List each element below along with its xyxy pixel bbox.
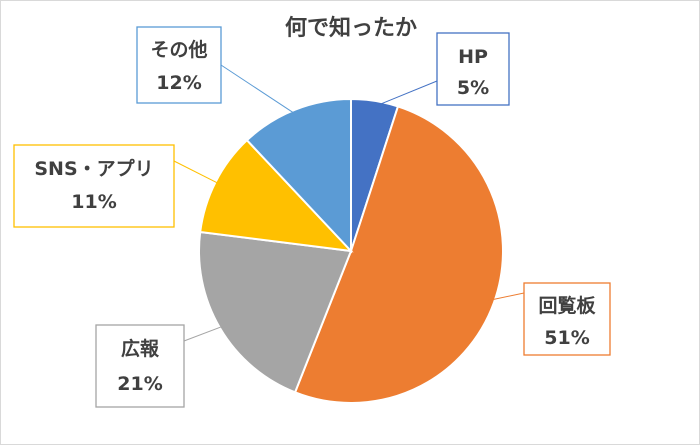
value-label: 12%	[156, 72, 201, 94]
category-label: その他	[150, 38, 207, 61]
data-label-box	[136, 26, 222, 104]
value-label: 51%	[544, 327, 589, 349]
data-label-box	[523, 282, 611, 356]
data-label-box	[436, 32, 510, 106]
category-label: 広報	[121, 337, 160, 360]
value-label: 21%	[117, 373, 162, 395]
slice-kouhou	[198, 230, 353, 394]
data-label-box	[95, 324, 185, 408]
slice-kairanban	[293, 105, 504, 404]
slice-sonota	[245, 97, 352, 254]
value-label: 11%	[71, 191, 116, 213]
category-label: 回覧板	[538, 294, 596, 317]
data-label-box	[13, 144, 175, 228]
pie-slices	[198, 97, 504, 404]
leader-line	[183, 324, 226, 342]
leader-line	[373, 80, 438, 108]
category-label: HP	[458, 46, 488, 68]
leader-line	[488, 292, 525, 301]
category-label: SNS・アプリ	[34, 157, 153, 180]
chart-title: 何で知ったか	[285, 15, 417, 41]
value-label: 5%	[457, 77, 489, 99]
leader-line	[220, 64, 298, 116]
data-label-callouts: HP 5% 回覧板 51% 広報 21% SNS・アプリ 11% その他 12%	[13, 26, 611, 408]
leader-line	[173, 160, 222, 186]
